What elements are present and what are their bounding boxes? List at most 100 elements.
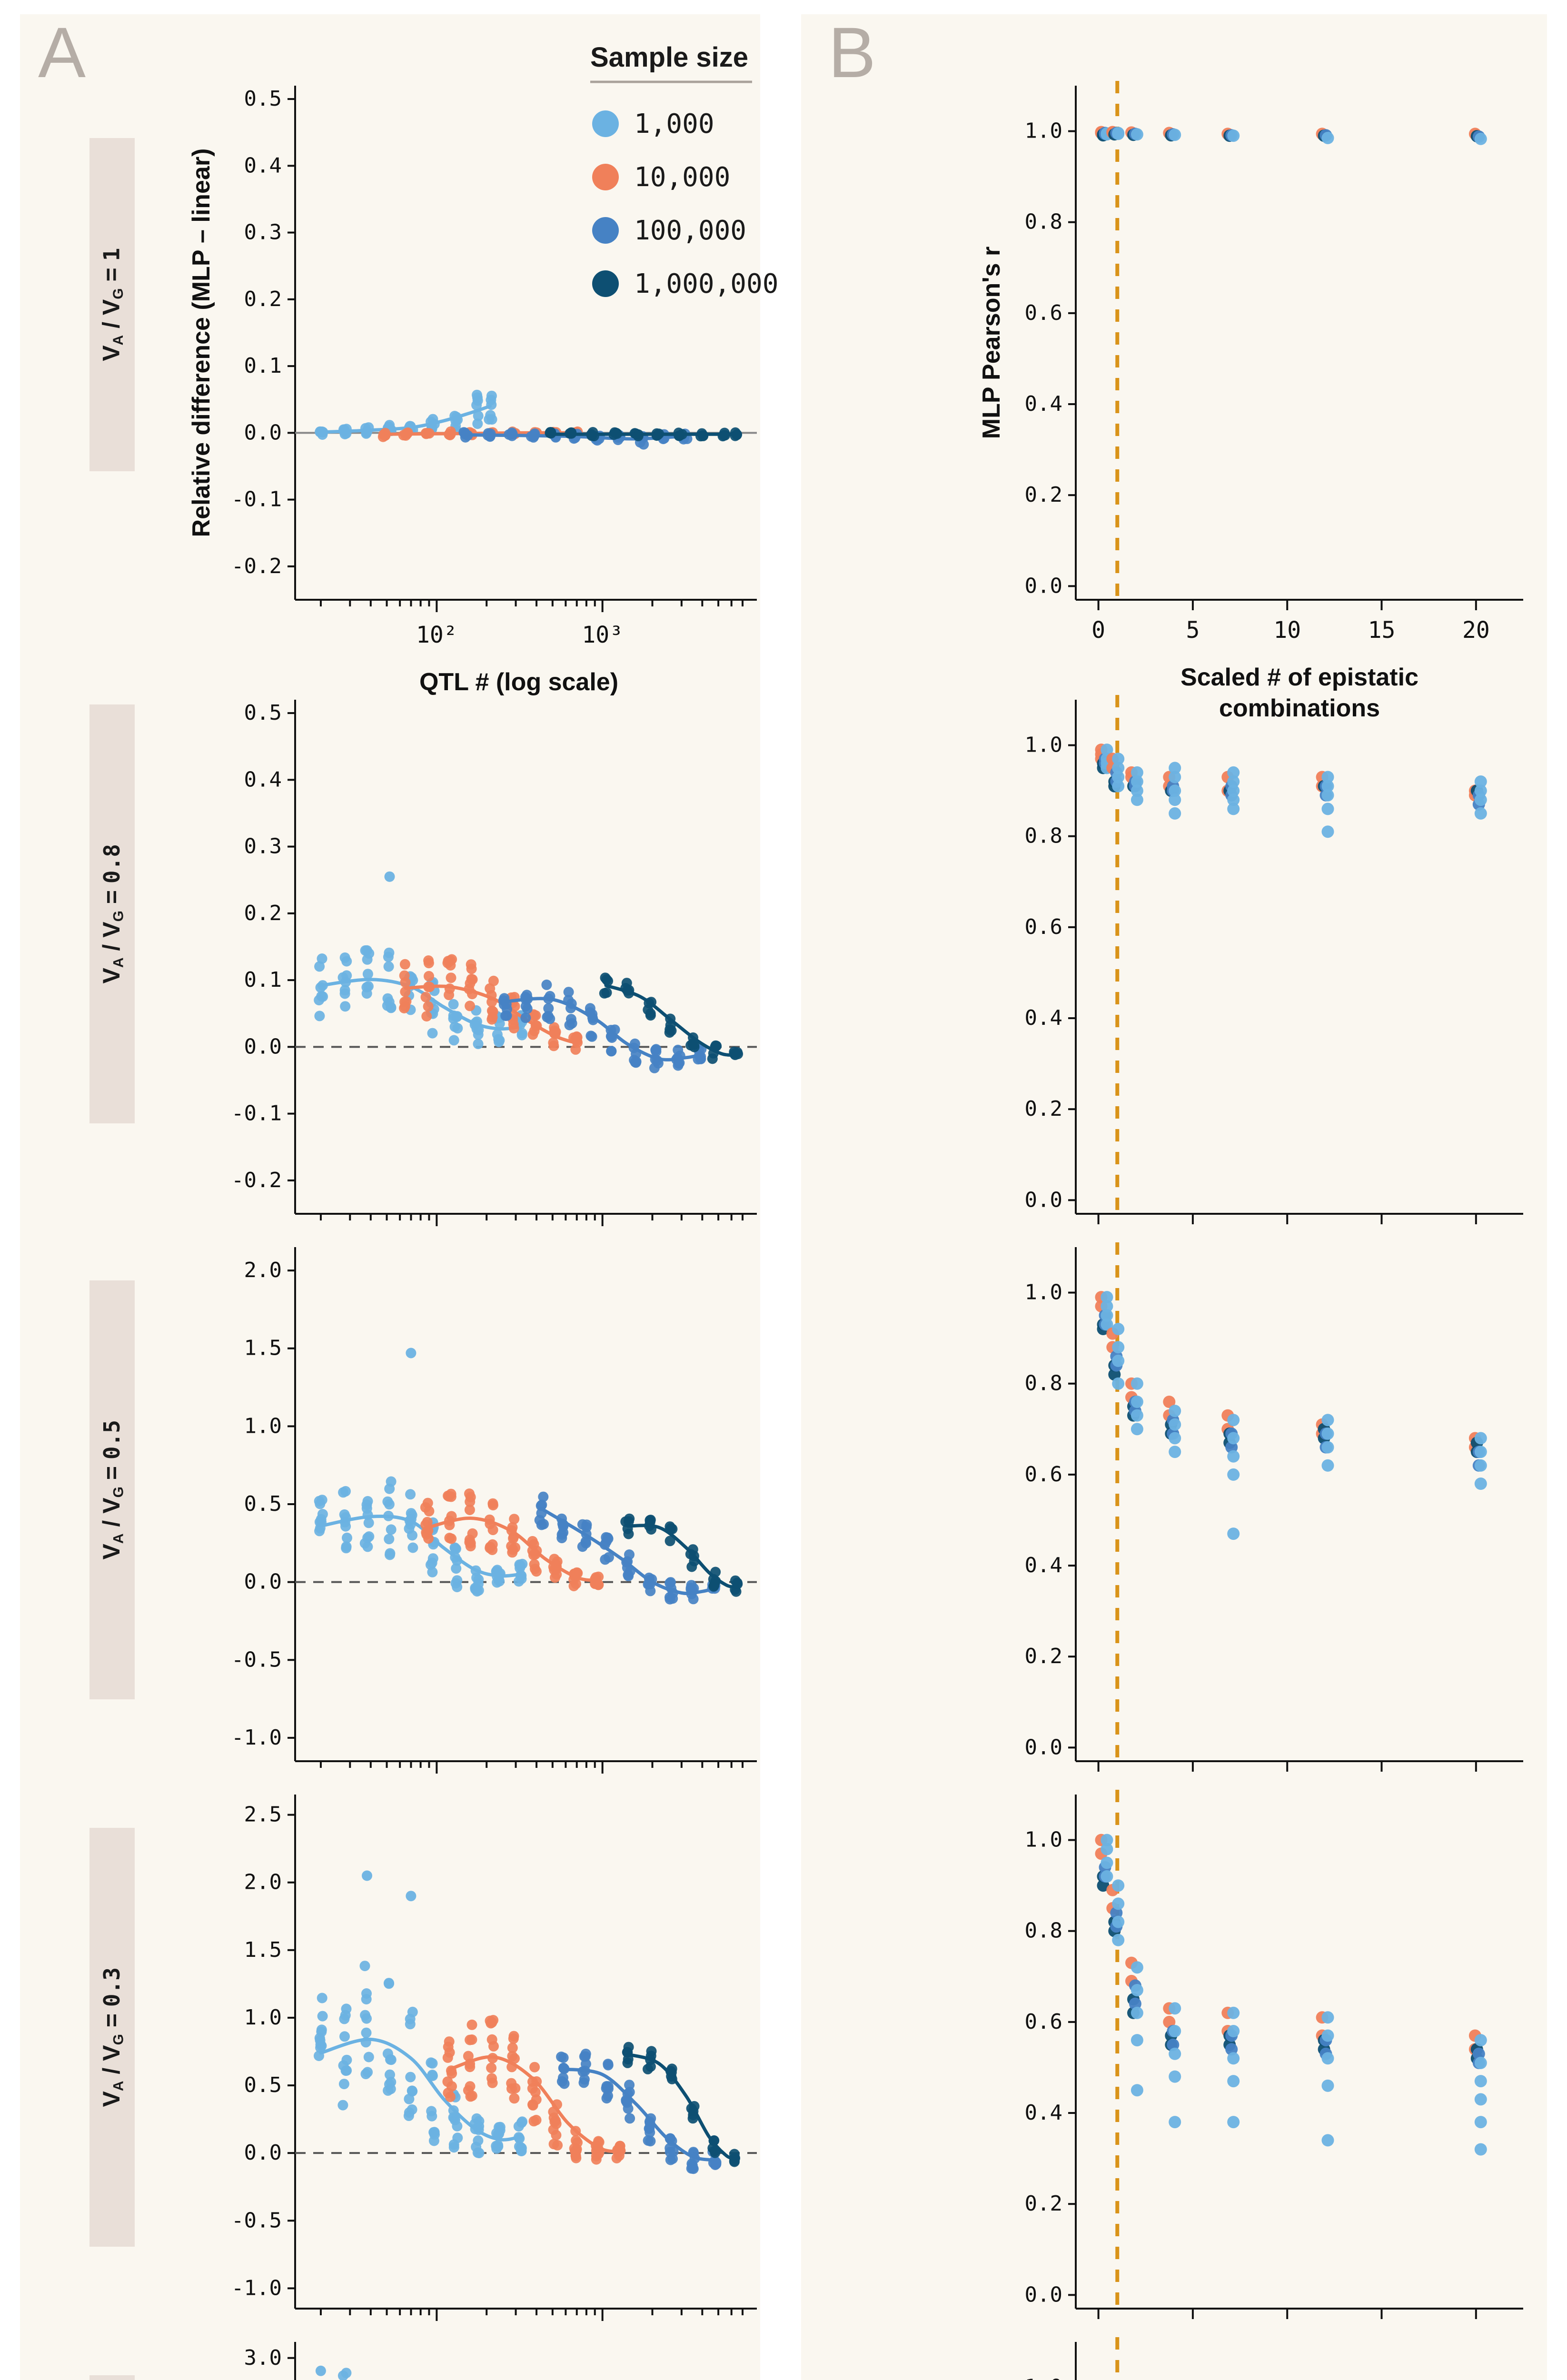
data-point [1321,2052,1334,2065]
y-tick-label: 0.8 [1025,1371,1062,1396]
data-point [445,2092,456,2102]
data-point [1131,1961,1143,1974]
data-point [1112,1354,1125,1367]
data-point [1321,1414,1334,1427]
data-point [687,2162,698,2173]
panel-b-card [801,14,1547,2380]
y-tick-label: 0.2 [244,287,282,311]
data-point [1321,1427,1334,1440]
chart-A2: -0.2 -0.1 0.0 0.1 0.2 0.3 0.4 0.5 [231,700,757,1226]
data-point [536,1499,547,1510]
panel-b-y-axis-title: MLP Pearson's r [978,247,1005,439]
y-tick-label: 0.5 [244,87,282,111]
x-tick-label: 10 [1273,617,1301,644]
data-point [1169,2070,1181,2083]
data-point [486,1005,497,1016]
data-point [384,1534,395,1545]
panel-letter-b: B [828,12,876,92]
data-point [384,2079,395,2090]
data-point [1112,762,1125,774]
trend-line [319,978,522,1031]
data-point [1227,793,1240,806]
data-point [471,2113,482,2124]
data-point [601,974,612,985]
data-point [568,1581,579,1591]
trend-line [504,997,702,1061]
data-point [730,1575,741,1586]
y-tick-label: 0.6 [1025,2010,1062,2034]
data-point [494,1036,505,1047]
y-tick-label: 0.4 [244,153,282,178]
data-point [548,2139,559,2150]
data-point [1169,1446,1181,1458]
data-point [529,1559,540,1570]
data-point [491,2141,502,2152]
data-point [615,2144,625,2155]
data-point [446,1533,457,1544]
data-point [1169,807,1181,820]
data-point [1131,1423,1143,1436]
data-point [520,1012,531,1023]
data-point [507,1547,518,1558]
data-point [542,1012,553,1022]
data-point [1169,784,1181,797]
x-tick-label: 10³ [582,622,623,648]
data-point [466,2019,477,2030]
y-tick-label: 0.6 [1025,915,1062,939]
data-point [317,2011,328,2022]
data-point [361,988,372,999]
data-point [509,2053,520,2064]
data-point [448,2142,459,2153]
data-point [623,1528,634,1539]
data-point [1321,131,1334,144]
data-point [424,971,434,982]
data-point [407,2006,418,2017]
legend-swatch-3[interactable] [592,217,619,244]
data-point [1227,784,1240,797]
y-tick-label: 0.2 [244,901,282,925]
data-point [423,1001,434,1012]
data-point [382,1496,393,1507]
y-tick-label: 1.5 [244,1938,282,1962]
legend-swatch-2[interactable] [592,164,619,190]
data-point [399,959,410,970]
data-point [339,988,350,999]
row-label-strip-4: VA / VG = 0.3 [89,1828,135,2247]
data-point [1474,2143,1487,2156]
data-point [360,945,371,956]
data-point [1227,129,1240,142]
data-point [513,2121,524,2132]
data-point [1169,771,1181,783]
y-tick-label: 0.0 [244,1034,282,1059]
data-point [1227,1450,1240,1463]
y-tick-label: 0.6 [1025,301,1062,325]
legend-swatch-4[interactable] [592,270,619,297]
data-point [317,1993,327,2003]
data-point [466,2034,477,2045]
data-point [407,2085,417,2096]
data-point [1474,132,1487,145]
x-tick-label: 5 [1186,617,1200,644]
data-point [487,1500,498,1511]
y-tick-label: 0.4 [244,767,282,792]
data-point [1101,1870,1113,1883]
data-point [316,2024,327,2035]
data-point [1131,1984,1143,1996]
legend-swatch-1[interactable] [592,110,619,137]
data-point [580,2048,591,2059]
y-tick-label: 0.8 [1025,210,1062,234]
data-point [509,2093,520,2104]
chart-A4: -1.0 -0.5 0.0 0.5 1.0 1.5 2.0 2.5 [231,1795,757,2321]
data-point [442,2076,453,2087]
trend-line [540,1507,716,1596]
panel-a-y-axis-title: Relative difference (MLP – linear) [188,149,215,537]
data-point [1101,1318,1113,1331]
data-point [385,1549,395,1560]
legend-title: Sample size [590,42,748,73]
data-point [710,2160,721,2170]
data-point [1112,1341,1125,1354]
y-tick-label: 0.5 [244,2073,282,2097]
y-tick-label: 2.5 [244,1803,282,1827]
data-point [386,1476,397,1487]
data-point [570,1044,581,1055]
